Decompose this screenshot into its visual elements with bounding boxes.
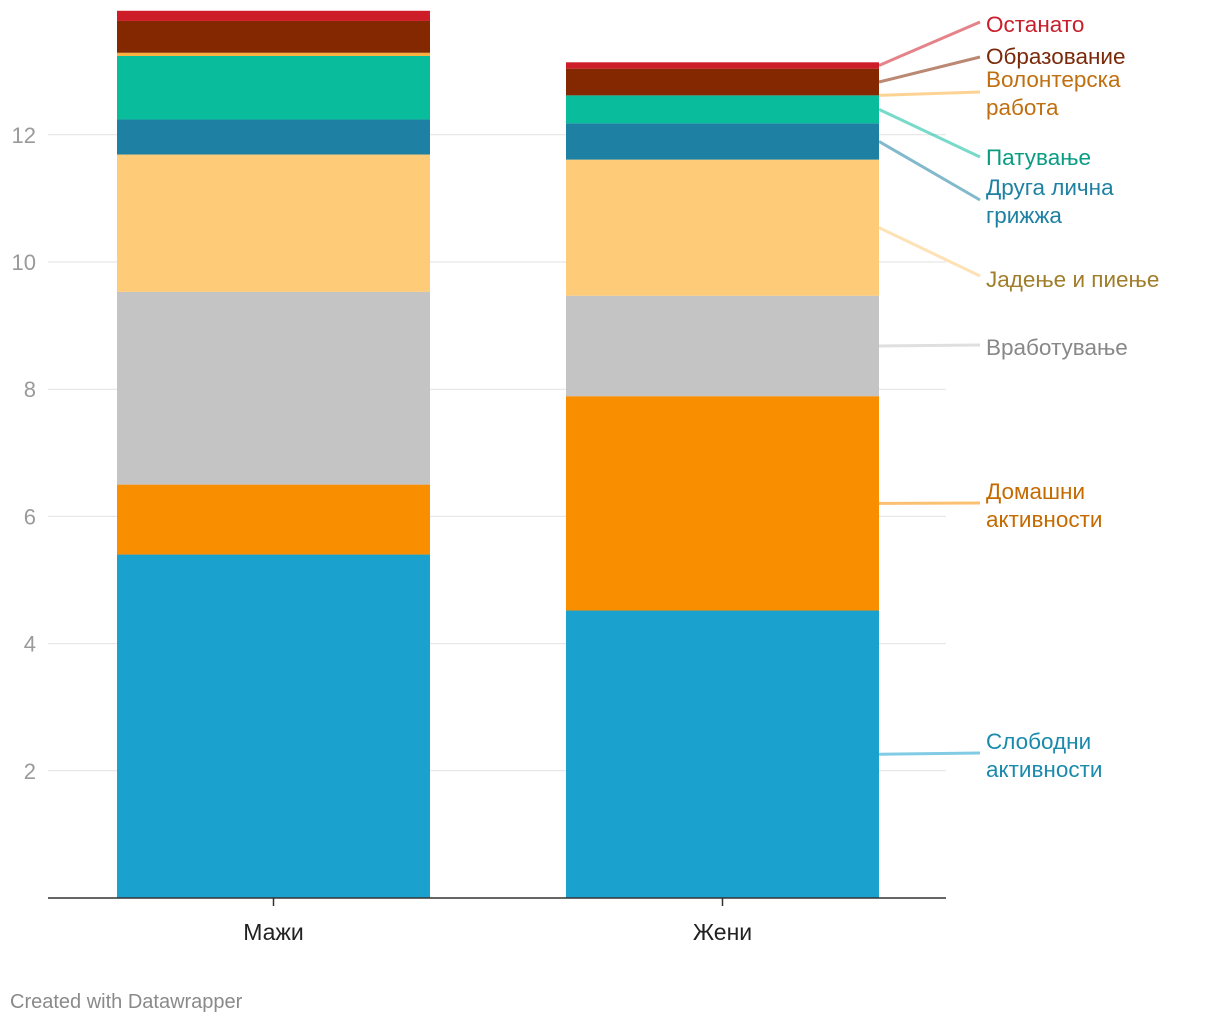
bar-segment: [117, 484, 430, 555]
bar-segment: [566, 396, 879, 611]
series-label: активности: [986, 757, 1103, 782]
series-label: активности: [986, 507, 1103, 532]
label-connector: [878, 343, 981, 348]
series-label: работа: [986, 95, 1059, 120]
stacked-bar-chart: 2 4 6 8 10 12 Мажи Жени Слободни активности Дома…: [12, 10, 1159, 945]
y-tick-label: 2: [24, 759, 36, 784]
label-connector: [878, 20, 981, 67]
label-connector: [878, 751, 981, 756]
y-tick-label: 10: [12, 250, 36, 275]
y-tick-label: 6: [24, 504, 36, 529]
y-tick-label: 12: [12, 123, 36, 148]
y-tick-label: 8: [24, 377, 36, 402]
label-connector: [878, 108, 981, 159]
series-label: Вработување: [986, 335, 1128, 360]
bar-segment: [566, 610, 879, 898]
bar-segment: [566, 95, 879, 124]
bar-segment: [566, 159, 879, 296]
footer-credit: Created with Datawrapper: [10, 991, 243, 1013]
bar-segment: [117, 10, 430, 21]
bar-segment: [566, 295, 879, 397]
label-connector: [878, 55, 981, 84]
series-labels: Слободни активности Домашни активности Врабо…: [878, 12, 1159, 782]
bar-segment: [566, 123, 879, 160]
label-connector: [878, 90, 981, 97]
bar-segment: [117, 554, 430, 898]
bar-segment: [117, 119, 430, 155]
y-tick-label: 4: [24, 632, 36, 657]
bar-segment: [117, 52, 430, 56]
x-axis: Мажи Жени: [48, 897, 946, 945]
series-label: Патување: [986, 145, 1091, 170]
bar-segment: [117, 291, 430, 485]
label-connector: [878, 226, 981, 278]
series-label: Останато: [986, 12, 1084, 37]
bar-segment: [117, 20, 430, 53]
series-label: Слободни: [986, 729, 1091, 754]
x-tick-label: Мажи: [243, 919, 303, 945]
series-label: Јадење и пиење: [986, 267, 1159, 292]
label-connector: [878, 140, 981, 202]
series-label: грижжа: [986, 203, 1062, 228]
series-label: Друга лична: [986, 175, 1114, 200]
series-label: Образование: [986, 44, 1125, 69]
bar-segment: [117, 154, 430, 292]
bar-segment: [566, 62, 879, 69]
bar-stacks: [117, 10, 879, 898]
series-label: Волонтерска: [986, 67, 1121, 92]
series-label: Домашни: [986, 479, 1085, 504]
bar-segment: [117, 55, 430, 120]
x-tick-label: Жени: [693, 919, 752, 945]
bar-segment: [566, 68, 879, 96]
